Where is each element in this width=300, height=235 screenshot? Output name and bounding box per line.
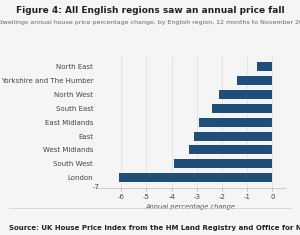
Text: All dwellings annual house price percentage change, by English region, 12 months: All dwellings annual house price percent… (0, 20, 300, 25)
Bar (174, 159, 272, 168)
Bar (237, 76, 272, 85)
Bar (257, 62, 272, 71)
Bar (212, 104, 272, 113)
Text: Figure 4: All English regions saw an annual price fall: Figure 4: All English regions saw an ann… (16, 6, 284, 15)
Bar (199, 118, 272, 127)
Bar (189, 145, 272, 154)
Bar (194, 132, 272, 141)
Bar (220, 90, 272, 99)
Text: -7: -7 (92, 184, 100, 190)
Bar (119, 173, 272, 182)
Text: Source: UK House Price Index from the HM Land Registry and Office for National S: Source: UK House Price Index from the HM… (9, 225, 300, 231)
X-axis label: Annual percentage change: Annual percentage change (146, 204, 236, 210)
